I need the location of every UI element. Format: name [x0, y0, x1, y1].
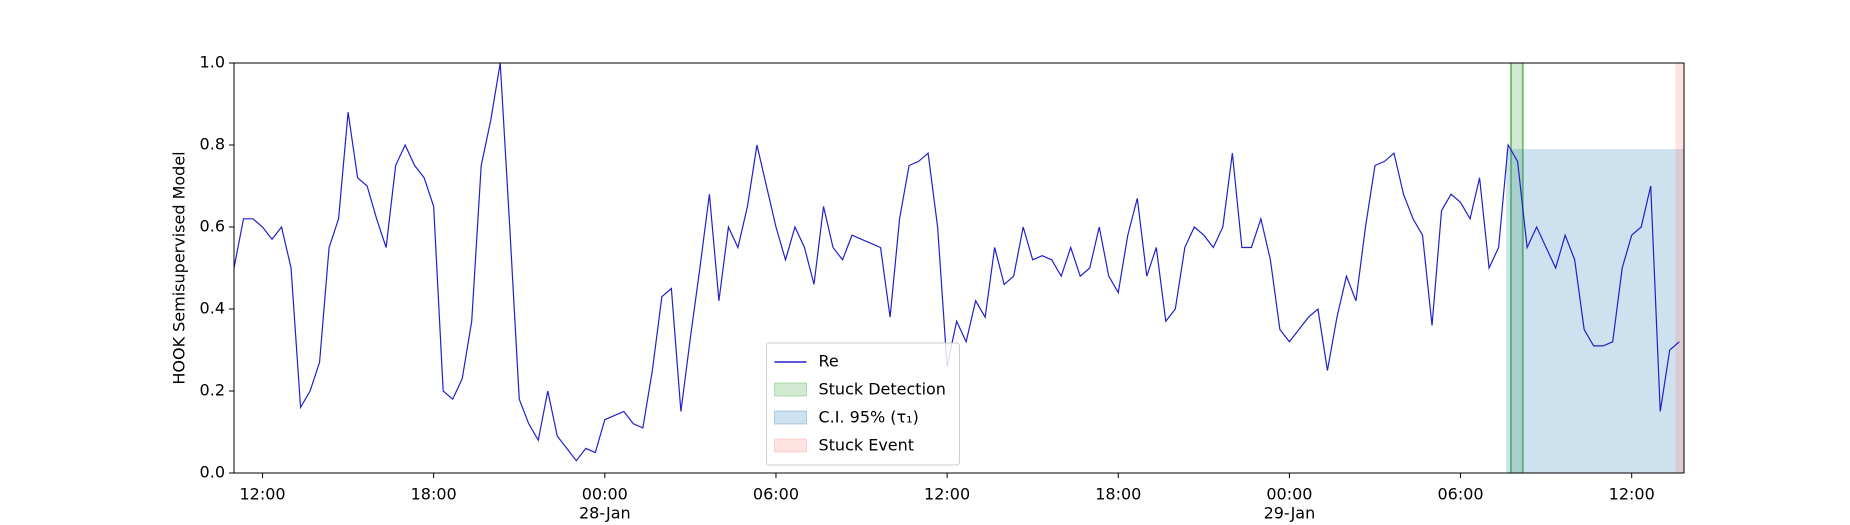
legend-label: Re — [819, 352, 839, 371]
x-tick-label: 06:00 — [1438, 485, 1484, 504]
y-tick-label: 0.8 — [200, 135, 225, 154]
legend-label: Stuck Event — [819, 436, 915, 455]
plot-frame — [233, 62, 1685, 474]
y-tick-label: 0.4 — [200, 299, 225, 318]
x-tick-label: 00:00 — [1266, 485, 1312, 504]
x-tick-label: 18:00 — [1095, 485, 1141, 504]
y-tick-label: 1.0 — [200, 53, 225, 72]
x-tick-label: 12:00 — [239, 485, 285, 504]
x-tick-label: 00:00 — [582, 485, 628, 504]
data-line — [233, 62, 1680, 462]
legend-label: Stuck Detection — [819, 380, 946, 399]
legend-box — [766, 342, 960, 466]
legend-label: C.I. 95% (τ₁) — [819, 408, 919, 427]
y-tick-label: 0.6 — [200, 217, 225, 236]
span — [1510, 63, 1523, 473]
legend-swatch — [774, 382, 807, 397]
x-tick-label: 29-Jan — [1264, 504, 1316, 523]
x-tick-label: 06:00 — [753, 485, 799, 504]
span — [1675, 63, 1684, 473]
x-tick-label: 28-Jan — [579, 504, 631, 523]
x-tick-label: 12:00 — [1609, 485, 1655, 504]
legend-swatch — [774, 410, 807, 425]
y-tick-label: 0.0 — [200, 463, 225, 482]
y-axis-label: HOOK Semisupervised Model — [170, 151, 189, 384]
y-tick-label: 0.2 — [200, 381, 225, 400]
x-tick-label: 1900 — [584, 523, 625, 525]
legend-swatch — [774, 438, 807, 453]
x-tick-label: 12:00 — [924, 485, 970, 504]
span — [1506, 149, 1684, 473]
x-tick-label: 18:00 — [411, 485, 457, 504]
